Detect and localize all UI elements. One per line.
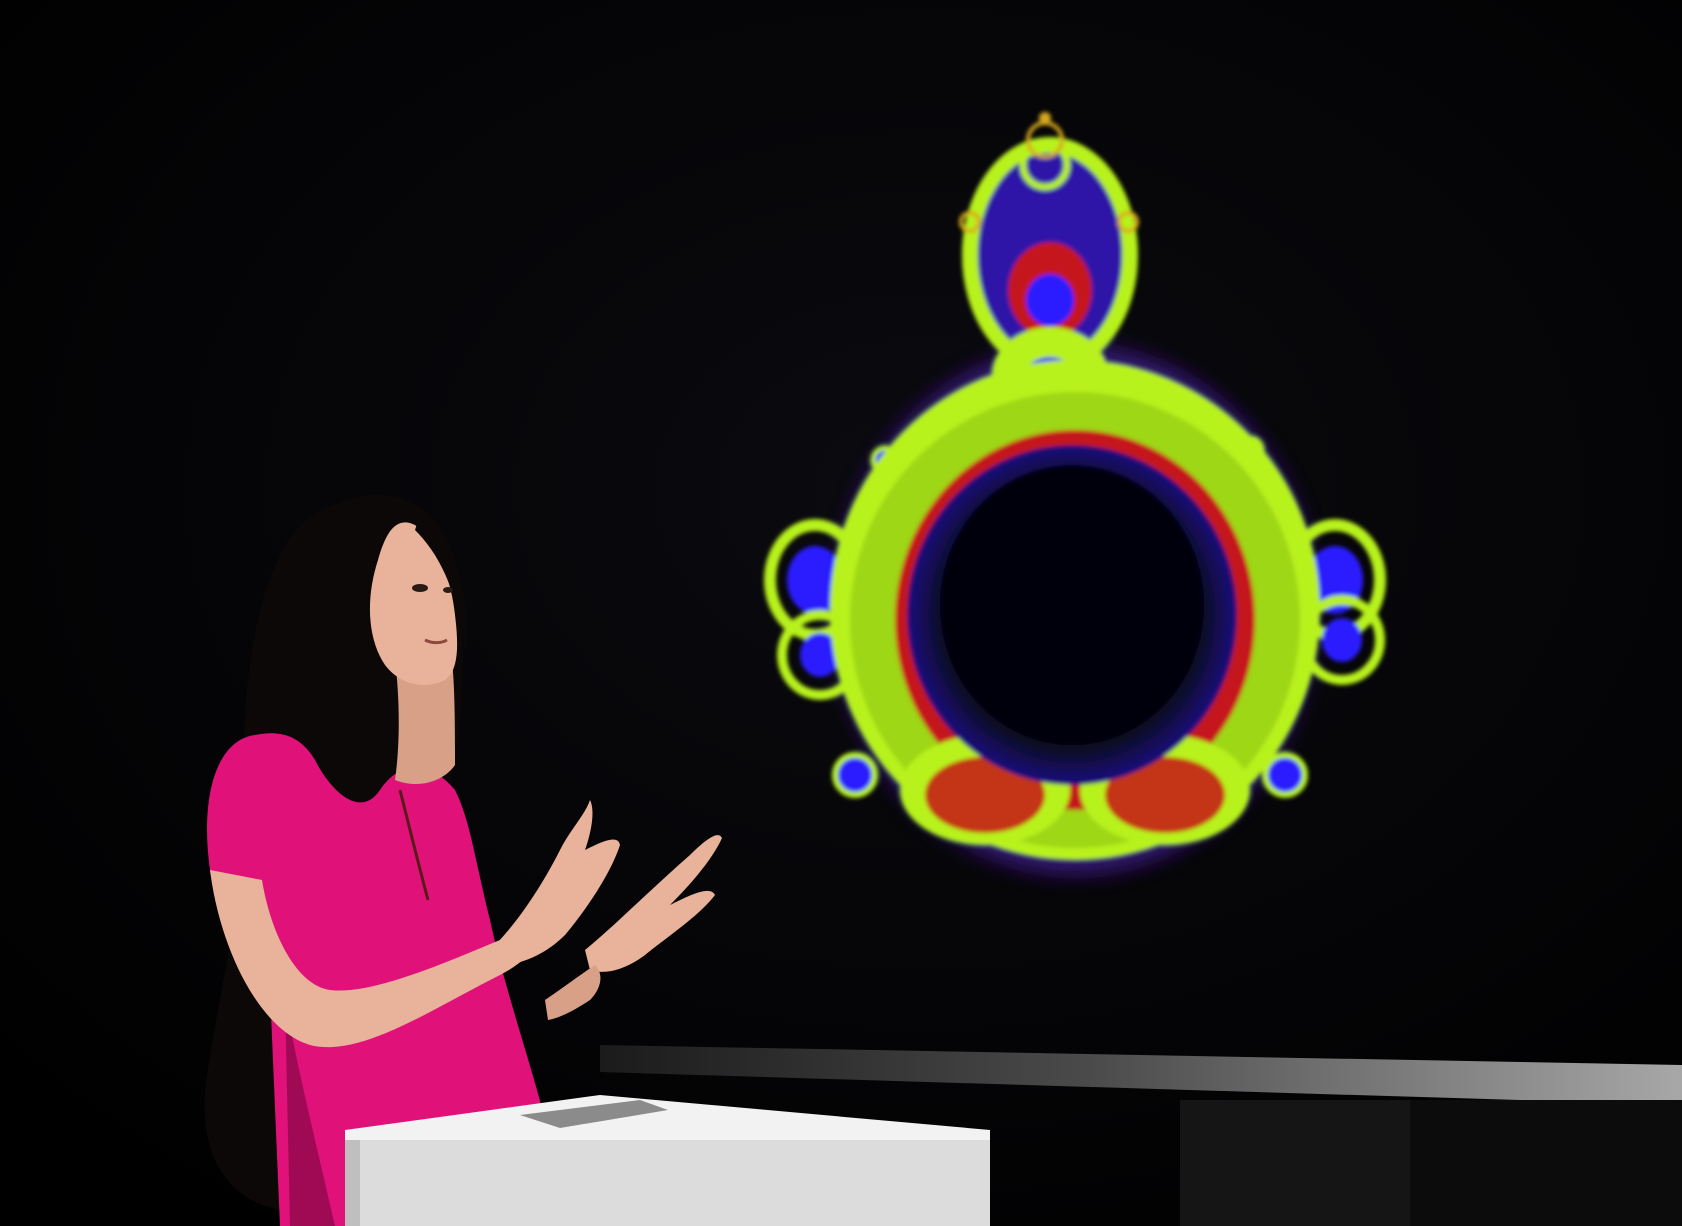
arm-left: [210, 870, 545, 1048]
balcony-rail: [600, 1045, 1682, 1226]
face: [369, 522, 458, 685]
pedestal-top: [345, 1095, 990, 1148]
person: [204, 494, 722, 1226]
hand-left: [495, 800, 620, 965]
pedestal: [345, 1095, 990, 1226]
device-on-pedestal: [520, 1100, 668, 1128]
pedestal-front: [345, 1140, 990, 1226]
arm-right: [545, 965, 601, 1020]
hand-right: [585, 835, 722, 972]
fractal-projection: [764, 112, 1386, 875]
